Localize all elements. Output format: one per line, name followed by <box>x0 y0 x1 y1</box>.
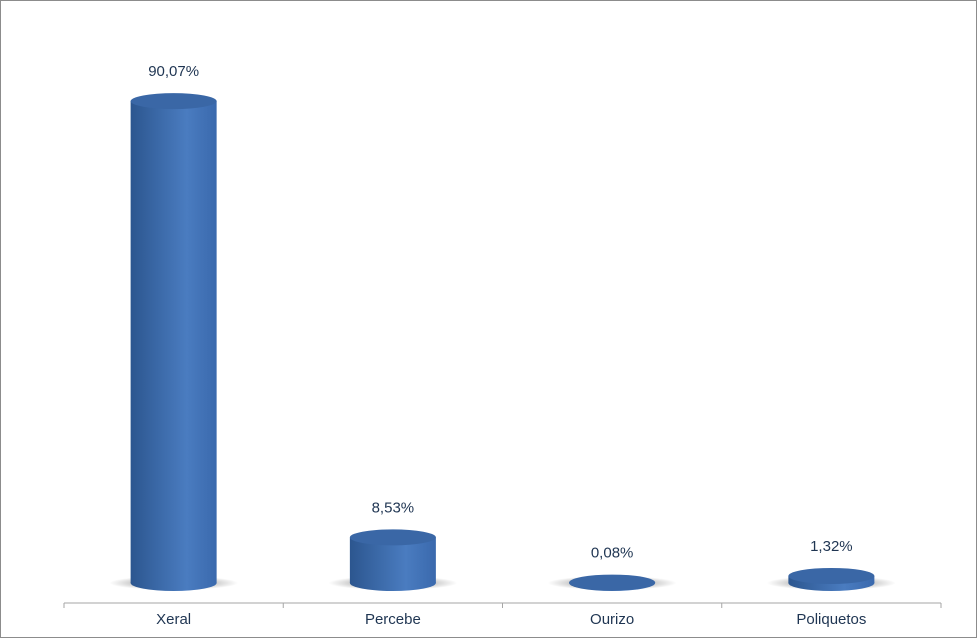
value-label: 90,07% <box>148 63 199 80</box>
bar-top <box>569 574 656 591</box>
x-tick-label: Percebe <box>365 611 421 628</box>
x-tick-label: Xeral <box>156 611 191 628</box>
value-label: 0,08% <box>591 545 634 562</box>
bar-top <box>130 93 217 110</box>
x-tick-label: Ourizo <box>590 611 634 628</box>
value-label: 1,32% <box>810 538 853 555</box>
bar-top <box>349 529 436 546</box>
value-label: 8,53% <box>372 499 415 516</box>
x-tick-label: Poliquetos <box>796 611 866 628</box>
bar <box>130 101 217 584</box>
bar-top <box>788 567 875 584</box>
